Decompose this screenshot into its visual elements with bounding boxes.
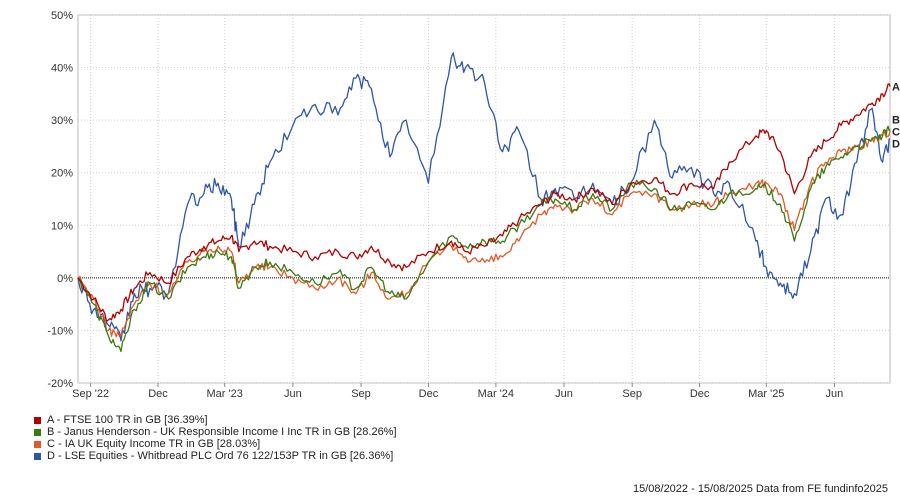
x-tick-label: Mar '23	[207, 388, 243, 400]
x-tick-label: Jun	[555, 388, 573, 400]
legend-swatch	[34, 440, 41, 448]
legend-label: D - LSE Equities - Whitbread PLC Ord 76 …	[47, 450, 394, 462]
x-tick-label: Dec	[148, 388, 168, 400]
series-end-label-c: C	[892, 126, 900, 138]
legend-label: C - IA UK Equity Income TR in GB [28.03%…	[47, 438, 261, 450]
y-tick-label: -20%	[47, 378, 73, 390]
series-line-d	[77, 52, 891, 342]
series-end-label-d: D	[892, 138, 900, 150]
grid-lines	[77, 14, 891, 384]
y-tick-label: 10%	[51, 220, 73, 232]
legend-item-d: D - LSE Equities - Whitbread PLC Ord 76 …	[34, 450, 397, 462]
legend-item-b: B - Janus Henderson - UK Responsible Inc…	[34, 426, 397, 438]
x-axis: Sep '22 Dec Mar '23 Jun Sep Dec Mar '24 Jun Sep D…	[72, 383, 843, 400]
legend-swatch	[34, 428, 41, 436]
legend-label: B - Janus Henderson - UK Responsible Inc…	[47, 426, 397, 438]
x-tick-label: Jun	[826, 388, 844, 400]
x-tick-label: Dec	[690, 388, 710, 400]
y-tick-label: 20%	[51, 168, 73, 180]
legend-label: A - FTSE 100 TR in GB [36.39%]	[47, 414, 208, 426]
legend-swatch	[34, 452, 41, 460]
series-end-label-a: A	[892, 82, 900, 94]
legend-item-a: A - FTSE 100 TR in GB [36.39%]	[34, 414, 397, 426]
series-line-c	[77, 130, 891, 338]
series-line-a	[77, 83, 891, 322]
x-tick-label: Dec	[419, 388, 439, 400]
y-tick-label: -10%	[47, 325, 73, 337]
x-tick-label: Jun	[284, 388, 302, 400]
x-tick-label: Sep	[351, 388, 371, 400]
x-tick-label: Mar '24	[478, 388, 514, 400]
performance-chart: -20% -10% 0% 10% 20% 30% 40% 50% Sep '22 Dec Mar …	[47, 10, 900, 400]
x-tick-label: Mar '25	[748, 388, 784, 400]
series-end-labels: A BCD	[892, 82, 900, 151]
series-line-b	[77, 125, 891, 353]
y-axis: -20% -10% 0% 10% 20% 30% 40% 50%	[47, 10, 73, 390]
series-lines	[77, 52, 891, 353]
y-tick-label: 0%	[57, 273, 73, 285]
x-tick-label: Sep	[622, 388, 642, 400]
y-tick-label: 30%	[51, 115, 73, 127]
series-end-label-b: B	[892, 114, 900, 126]
legend-swatch	[34, 416, 41, 424]
y-tick-label: 40%	[51, 63, 73, 75]
x-tick-label: Sep '22	[72, 388, 109, 400]
legend-item-c: C - IA UK Equity Income TR in GB [28.03%…	[34, 438, 397, 450]
y-tick-label: 50%	[51, 10, 73, 22]
legend: A - FTSE 100 TR in GB [36.39%] B - Janus …	[34, 414, 397, 462]
date-range-source: 15/08/2022 - 15/08/2025 Data from FE fun…	[632, 483, 888, 495]
